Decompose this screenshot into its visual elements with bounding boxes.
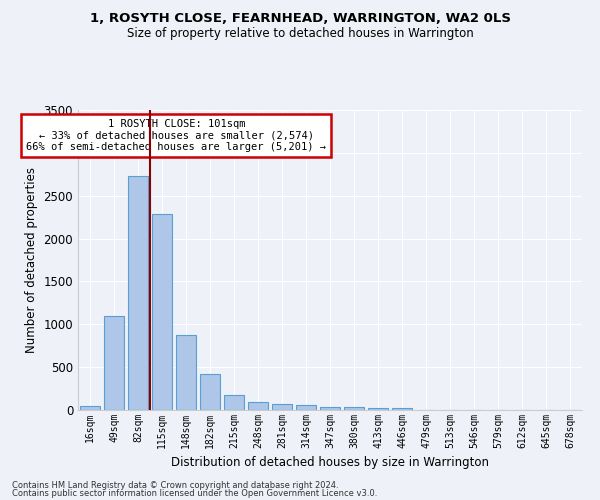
Bar (104, 316, 124, 410)
Bar (392, 408, 412, 410)
Bar (296, 406, 316, 410)
Y-axis label: Number of detached properties: Number of detached properties (25, 167, 38, 353)
Bar (344, 408, 364, 410)
Bar (368, 408, 388, 410)
Bar (128, 176, 148, 410)
Text: Contains HM Land Registry data © Crown copyright and database right 2024.: Contains HM Land Registry data © Crown c… (12, 480, 338, 490)
Bar (80, 406, 100, 410)
Bar (200, 374, 220, 410)
X-axis label: Distribution of detached houses by size in Warrington: Distribution of detached houses by size … (171, 456, 489, 469)
Text: Size of property relative to detached houses in Warrington: Size of property relative to detached ho… (127, 28, 473, 40)
Text: Contains public sector information licensed under the Open Government Licence v3: Contains public sector information licen… (12, 489, 377, 498)
Text: 1, ROSYTH CLOSE, FEARNHEAD, WARRINGTON, WA2 0LS: 1, ROSYTH CLOSE, FEARNHEAD, WARRINGTON, … (89, 12, 511, 26)
Bar (248, 402, 268, 410)
Bar (176, 336, 196, 410)
Text: 1 ROSYTH CLOSE: 101sqm
← 33% of detached houses are smaller (2,574)
66% of semi-: 1 ROSYTH CLOSE: 101sqm ← 33% of detached… (26, 119, 326, 152)
Bar (152, 214, 172, 410)
Bar (320, 406, 340, 410)
Bar (224, 396, 244, 410)
Bar (272, 404, 292, 410)
